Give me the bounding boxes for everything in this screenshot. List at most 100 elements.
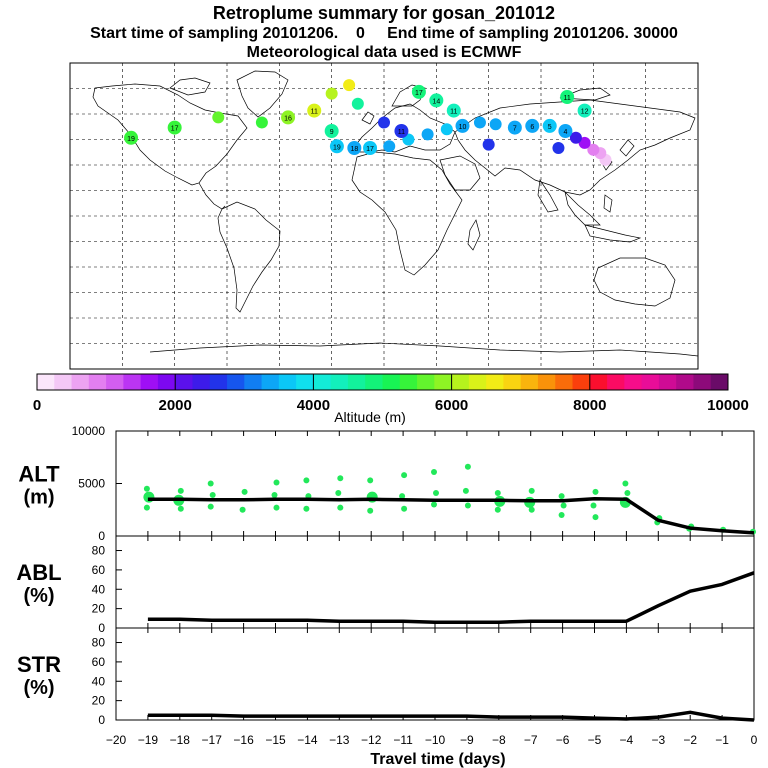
colorbar-segment — [537, 374, 556, 390]
scatter-point — [462, 487, 469, 494]
scatter-point — [560, 502, 567, 509]
plume-point — [455, 118, 470, 133]
scatter-point — [337, 475, 344, 482]
panel-frame — [115, 627, 755, 721]
y-tick-label: 80 — [92, 636, 106, 650]
plume-point-label: 10 — [459, 124, 467, 131]
plume-point-label: 19 — [127, 136, 135, 143]
x-tick-label: −5 — [588, 733, 602, 747]
series-line — [147, 571, 755, 624]
colorbar-segment — [330, 374, 349, 390]
colorbar-segment — [106, 374, 124, 390]
plume-point — [167, 120, 182, 135]
panel-title: ABL — [16, 560, 61, 585]
y-tick-label: 40 — [92, 674, 106, 688]
plume-point — [307, 103, 322, 118]
plume-point — [446, 103, 461, 118]
plume-point — [343, 79, 356, 92]
colorbar-segment — [227, 374, 245, 390]
scatter-point — [367, 507, 374, 514]
plume-point — [411, 84, 426, 99]
scatter-point — [528, 487, 535, 494]
x-tick-label: −16 — [233, 733, 254, 747]
scatter-point — [464, 463, 471, 470]
colorbar-segment — [520, 374, 539, 390]
met-data-source: Meteorological data used is ECMWF — [246, 44, 522, 61]
plume-point — [324, 124, 339, 138]
colorbar-tick-label: 0 — [33, 397, 41, 414]
scatter-point — [271, 492, 278, 499]
colorbar-segment — [71, 374, 90, 390]
colorbar-segment — [434, 374, 453, 390]
plume-point-label: 7 — [513, 126, 517, 133]
plume-point-label: 17 — [415, 90, 423, 97]
y-tick-label: 20 — [92, 602, 106, 616]
colorbar-segment — [347, 374, 366, 390]
y-tick-label: 10000 — [72, 424, 106, 438]
plume-point — [255, 116, 268, 129]
scatter-point — [592, 514, 599, 521]
scatter-point — [143, 485, 150, 492]
scatter-point — [622, 480, 629, 487]
x-tick-label: −20 — [106, 733, 127, 747]
plume-point — [325, 87, 338, 100]
scatter-point — [494, 489, 501, 496]
panel-str: STR(%) 80 60 40 20 0 — [17, 627, 755, 727]
colorbar-segment — [54, 374, 73, 390]
scatter-point — [273, 504, 280, 511]
plume-point — [347, 141, 362, 155]
plume-point — [577, 103, 592, 118]
x-tick-label: −11 — [393, 733, 413, 747]
y-tick-label: 0 — [98, 529, 105, 543]
panel-unit: (%) — [23, 677, 54, 699]
plume-point — [482, 138, 495, 151]
colorbar-frame — [36, 373, 729, 391]
x-tick-label: −15 — [265, 733, 286, 747]
scatter-point — [239, 506, 246, 513]
plume-point-label: 17 — [366, 146, 374, 153]
colorbar-label: Altitude (m) — [334, 409, 406, 425]
scatter-point — [624, 489, 631, 496]
plume-point — [281, 110, 296, 125]
scatter-point — [431, 468, 437, 475]
plume-point — [394, 124, 409, 138]
scatter-point — [558, 493, 565, 500]
scatter-point — [335, 489, 342, 496]
y-tick-label: 60 — [92, 563, 106, 577]
colorbar-segment — [555, 374, 574, 390]
plume-point — [552, 142, 565, 154]
colorbar-segment — [123, 374, 142, 390]
plume-point — [351, 97, 364, 110]
plume-point-label: 14 — [432, 98, 440, 105]
y-tick-label: 20 — [92, 694, 106, 708]
series-line — [147, 496, 755, 535]
panel-frame — [115, 535, 755, 629]
coastlines — [92, 70, 699, 357]
scatter-point — [209, 492, 216, 499]
retroplume-points: 4 5 6 7 10 17 18 19 11 14 17 11 16 17 19 11 12 11 9 — [124, 79, 612, 166]
colorbar-segment — [175, 374, 193, 390]
plume-point-label: 11 — [398, 129, 405, 136]
colorbar-tick-label: 6000 — [435, 397, 468, 414]
colorbar-segment — [37, 374, 55, 390]
colorbar-segment — [589, 374, 608, 390]
plume-point — [429, 93, 444, 108]
colorbar-ticks: 0 2000 4000 6000 8000 10000 — [33, 374, 749, 414]
plume-point-label: 5 — [548, 124, 552, 131]
plume-point — [489, 118, 502, 131]
scatter-point — [303, 505, 310, 512]
x-tick-label: 0 — [751, 733, 758, 747]
scatter-point — [590, 502, 597, 509]
colorbar-tick-label: 10000 — [707, 397, 749, 414]
scatter-point — [464, 502, 471, 509]
colorbar-segment — [140, 374, 159, 390]
scatter-point — [177, 505, 184, 512]
x-tick-label: −6 — [556, 733, 570, 747]
colorbar-segment — [503, 374, 522, 390]
scatter-point — [273, 479, 280, 486]
scatter-point — [401, 505, 408, 512]
scatter-point — [433, 489, 439, 496]
scatter-point — [143, 504, 150, 511]
colorbar-segment — [157, 374, 176, 390]
colorbar-segment — [365, 374, 383, 390]
